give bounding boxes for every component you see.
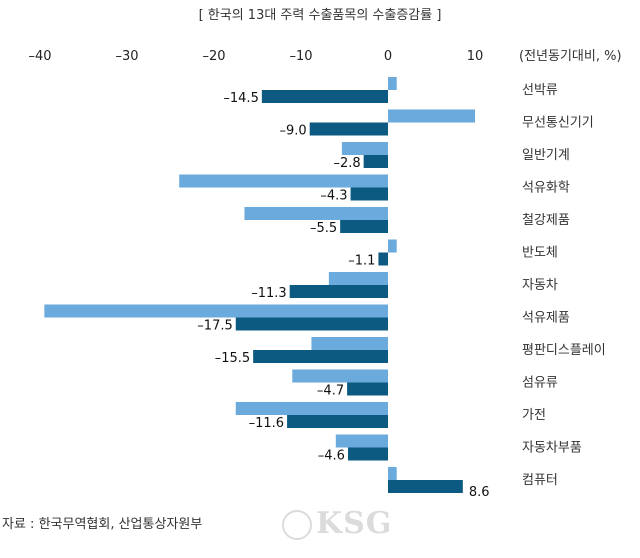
bar-series2 — [340, 220, 388, 233]
bar-series1 — [388, 77, 397, 90]
bar-series2 — [289, 285, 388, 298]
data-label: 8.6 — [469, 485, 490, 500]
bar-series2 — [347, 447, 388, 461]
data-label: –9.0 — [280, 124, 307, 139]
bar-series1 — [235, 402, 388, 415]
bar-series2 — [309, 122, 388, 136]
data-label: –4.6 — [318, 449, 345, 464]
bar-series2 — [253, 350, 388, 363]
source-note: 자료 : 한국무역협회, 산업통상자원부 — [2, 517, 203, 532]
bar-series1 — [292, 369, 388, 383]
data-label: –14.5 — [223, 91, 258, 106]
watermark-text: KSG — [316, 506, 393, 541]
bar-series1 — [341, 142, 388, 155]
data-label: –11.6 — [249, 416, 284, 431]
x-tick-label: 0 — [384, 49, 392, 64]
bar-series1 — [179, 174, 388, 188]
category-label: 자동차 — [522, 278, 558, 293]
chart-title: [ 한국의 13대 주력 수출품목의 수출증감률 ] — [198, 8, 442, 23]
x-tick-label: –10 — [289, 49, 312, 64]
x-tick-label: –40 — [28, 49, 51, 64]
seal-icon — [282, 510, 312, 540]
data-label: –4.7 — [317, 384, 344, 399]
unit-label: (전년동기대비, %) — [519, 49, 622, 64]
data-label: –11.3 — [251, 286, 286, 301]
bar-series2 — [235, 317, 388, 331]
bar-series1 — [328, 272, 388, 285]
bar-series2 — [378, 252, 388, 266]
data-label: –2.8 — [333, 156, 360, 171]
x-tick-label: –30 — [115, 49, 138, 64]
data-label: –15.5 — [215, 351, 250, 366]
category-label: 가전 — [522, 408, 546, 423]
category-label: 선박류 — [522, 83, 558, 98]
bar-series1 — [244, 207, 388, 220]
bar-series1 — [311, 337, 388, 350]
bar-series1 — [44, 304, 388, 318]
bar-series2 — [287, 415, 388, 428]
category-label: 섬유류 — [522, 376, 558, 391]
bar-series2 — [363, 155, 388, 168]
data-label: –1.1 — [348, 254, 375, 269]
bar-series1 — [388, 467, 397, 480]
category-label: 컴퓨터 — [522, 473, 558, 488]
data-label: –5.5 — [310, 221, 337, 236]
category-label: 석유화학 — [522, 181, 570, 196]
bar-series1 — [388, 239, 397, 253]
data-label: –4.3 — [320, 189, 347, 204]
bar-series1 — [388, 109, 475, 123]
data-label: –17.5 — [197, 319, 232, 334]
category-label: 반도체 — [522, 246, 558, 261]
category-label: 무선통신기기 — [522, 116, 594, 131]
ksg-watermark-logo: KSG — [282, 506, 412, 542]
bar-series2 — [347, 382, 388, 396]
category-label: 석유제품 — [522, 311, 570, 326]
x-tick-label: –20 — [202, 49, 225, 64]
category-label: 일반기계 — [522, 148, 570, 163]
x-tick-label: 10 — [467, 49, 484, 64]
bar-series2 — [261, 90, 388, 103]
category-label: 자동차부품 — [522, 441, 582, 456]
bar-series2 — [388, 480, 463, 493]
category-label: 평판디스플레이 — [522, 343, 606, 358]
category-label: 철강제품 — [522, 213, 570, 228]
bar-series1 — [335, 434, 388, 448]
bar-series2 — [350, 187, 388, 201]
